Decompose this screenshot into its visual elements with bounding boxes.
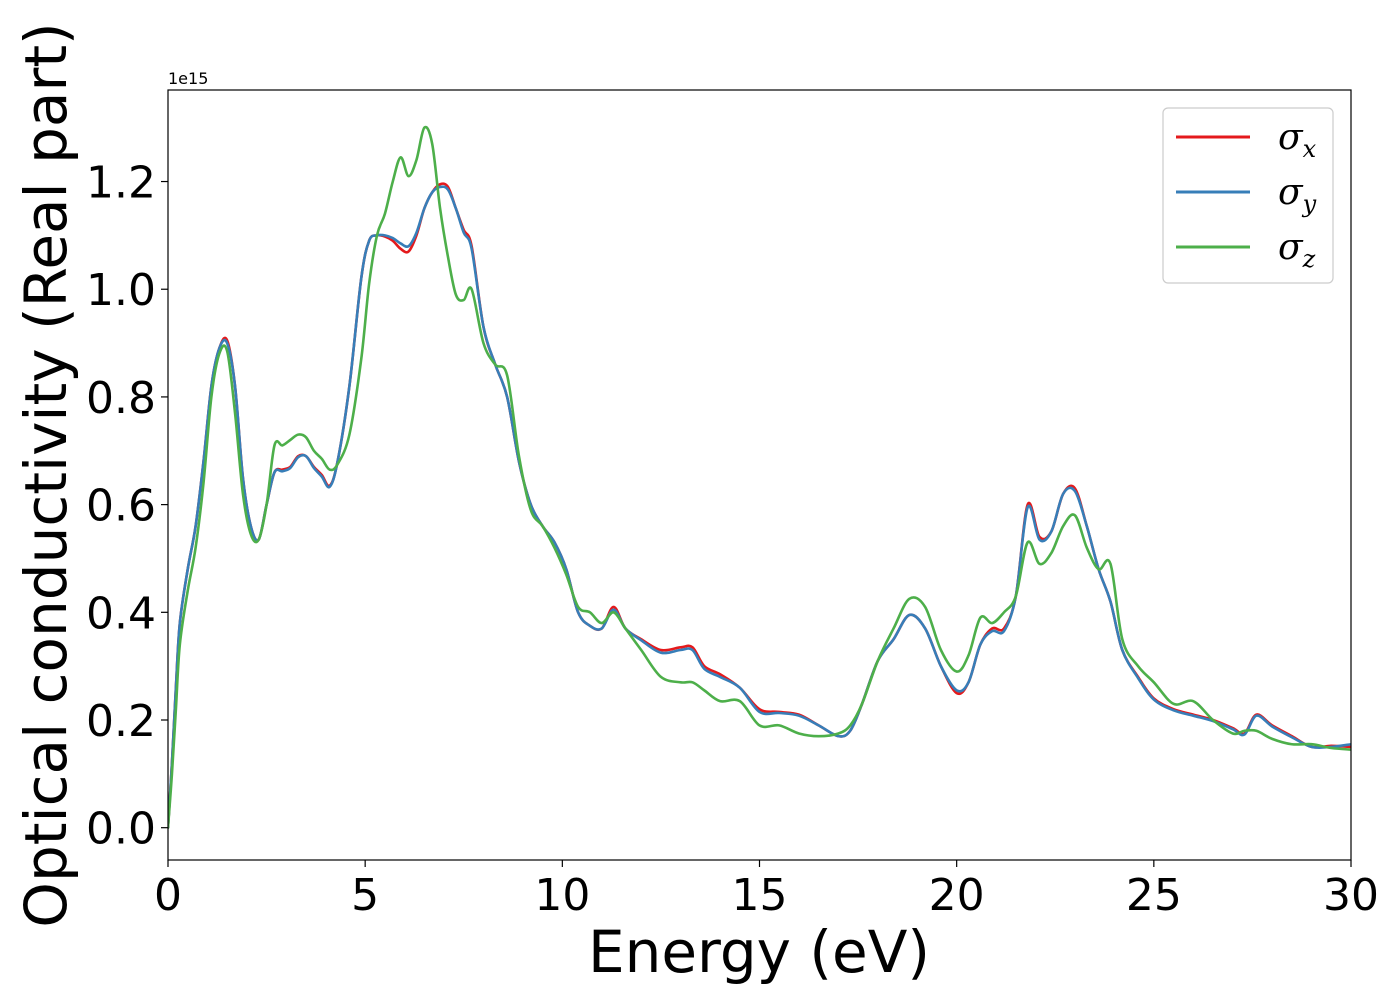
x-axis-ticks: 0 5 10 15 20 25 30 — [154, 860, 1379, 921]
y-offset-label: 1e15 — [168, 69, 208, 88]
y-axis-label: Optical conductivity (Real part) — [12, 22, 80, 927]
x-tick-label: 30 — [1323, 870, 1379, 921]
y-tick-label: 0.2 — [86, 696, 156, 747]
x-tick-label: 10 — [534, 870, 590, 921]
x-tick-label: 5 — [351, 870, 379, 921]
y-tick-label: 0.8 — [86, 373, 156, 424]
legend: σx σy σz — [1162, 107, 1334, 284]
x-tick-label: 20 — [929, 870, 985, 921]
y-tick-label: 0.0 — [86, 804, 156, 855]
legend-label-x: σx — [1278, 117, 1317, 163]
series-layer — [168, 125, 1351, 829]
legend-label-y: σy — [1278, 172, 1317, 218]
y-tick-label: 0.6 — [86, 481, 156, 532]
x-axis-label: Energy (eV) — [588, 918, 930, 986]
y-axis-ticks: 0.0 0.2 0.4 0.6 0.8 1.0 1.2 — [86, 158, 168, 855]
x-tick-label: 0 — [154, 870, 182, 921]
y-tick-label: 0.4 — [86, 588, 156, 639]
series-line-y — [168, 185, 1351, 829]
x-tick-label: 15 — [732, 870, 788, 921]
series-line-z — [168, 125, 1351, 829]
legend-box — [1162, 107, 1334, 284]
legend-label-z: σz — [1278, 227, 1316, 273]
y-tick-label: 1.2 — [86, 158, 156, 209]
y-tick-label: 1.0 — [86, 265, 156, 316]
x-tick-label: 25 — [1126, 870, 1182, 921]
